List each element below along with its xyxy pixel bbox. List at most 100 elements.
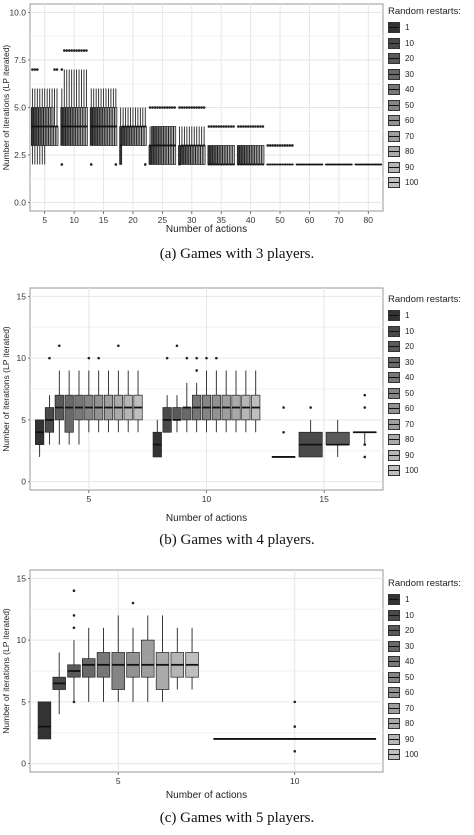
box-body — [141, 126, 145, 146]
outlier-point — [55, 68, 59, 71]
legend-item-50: 50 — [388, 98, 461, 114]
legend-label: 90 — [405, 734, 414, 744]
chart-panel-a: 0.0 2.5 5.0 7.5 10.0 5 10 15 20 25 30 35 40 50 60 70 80 N… — [0, 0, 474, 270]
box-10-restarts-70 — [77, 49, 81, 146]
legend-item-40: 40 — [388, 370, 461, 386]
y-tick-label: 15 — [17, 573, 27, 583]
box-5-restarts-40 — [74, 370, 84, 445]
box-10-restarts-70 — [221, 370, 231, 433]
outlier-point — [195, 106, 199, 109]
outlier-point — [286, 144, 289, 147]
box-5-restarts-90 — [123, 370, 133, 433]
x-tick-label: 35 — [216, 215, 226, 225]
legend-label: 70 — [405, 131, 414, 141]
box-body — [187, 145, 191, 165]
legend-label: 50 — [405, 100, 414, 110]
chart-panel-b: 0 5 10 15 5 10 15 Number of actions Number of it… — [0, 280, 474, 555]
box-30-restarts-100 — [202, 106, 206, 165]
box-20-restarts-30 — [126, 107, 130, 146]
box-40-restarts-10 — [239, 125, 243, 166]
legend-item-20: 20 — [388, 623, 461, 639]
box-body — [251, 145, 255, 165]
outlier-point — [60, 163, 64, 166]
box-body — [214, 145, 218, 165]
box-10-restarts-90 — [241, 370, 251, 433]
box-body — [195, 145, 199, 165]
outlier-point — [363, 393, 367, 397]
legend-swatch — [388, 671, 400, 683]
x-tick-label: 5 — [116, 776, 121, 786]
legend-item-90: 90 — [388, 448, 461, 464]
box-10-restarts-90 — [82, 49, 86, 146]
outlier-point — [210, 125, 213, 128]
legend-label: 20 — [405, 54, 414, 64]
outlier-point — [72, 626, 76, 630]
outlier-point — [148, 106, 152, 109]
legend-item-10: 10 — [388, 36, 461, 52]
outlier-point — [33, 68, 37, 71]
box-body — [241, 145, 245, 165]
box-body — [192, 145, 196, 165]
outlier-point — [165, 356, 169, 360]
box-body — [182, 407, 192, 421]
outlier-point — [75, 49, 78, 52]
legend-swatch — [388, 465, 400, 477]
chart-panel-c: 0 5 10 15 5 10 Number of actions Number of iter… — [0, 562, 474, 835]
y-tick-label: 5 — [21, 697, 26, 707]
box-5-restarts-100 — [55, 68, 59, 146]
legend-item-80: 80 — [388, 432, 461, 448]
x-tick-label: 10 — [202, 494, 212, 504]
outlier-point — [363, 443, 367, 446]
box-10-restarts-60 — [211, 356, 221, 433]
y-tick-label: 5 — [21, 415, 26, 425]
legend-item-80: 80 — [388, 144, 461, 160]
legend-label: 50 — [405, 672, 414, 682]
legend-swatch — [388, 356, 400, 368]
outlier-point — [261, 125, 265, 128]
legend-swatch — [388, 718, 400, 730]
box-body — [256, 145, 260, 165]
box-10-restarts-30 — [182, 356, 192, 433]
legend-swatch — [388, 22, 400, 34]
box-10-restarts-1 — [60, 68, 64, 166]
box-body — [261, 145, 265, 165]
outlier-point — [215, 356, 218, 360]
outlier-point — [256, 125, 260, 128]
outlier-point — [282, 406, 285, 409]
box-5-restarts-100 — [185, 627, 199, 690]
outlier-point — [87, 356, 91, 360]
legend-label: 30 — [405, 357, 414, 367]
box-5-restarts-10 — [44, 356, 55, 445]
caption-b: (b) Games with 4 players. — [159, 532, 315, 548]
outlier-point — [202, 106, 206, 109]
outlier-point — [205, 356, 208, 360]
box-15-restarts-10 — [298, 406, 323, 458]
box-body — [209, 145, 213, 165]
box-15-restarts-100 — [114, 88, 118, 166]
legend-item-40: 40 — [388, 654, 461, 670]
legend-item-80: 80 — [388, 716, 461, 732]
outlier-point — [114, 163, 118, 166]
legend-item-30: 30 — [388, 639, 461, 655]
legend-item-60: 60 — [388, 685, 461, 701]
outlier-point — [70, 49, 73, 52]
legend-items: 1 10 20 30 40 50 60 70 80 90 100 — [388, 20, 461, 191]
box-20-restarts-70 — [136, 107, 140, 146]
legend-item-50: 50 — [388, 386, 461, 402]
outlier-point — [67, 49, 71, 52]
outlier-point — [197, 106, 201, 109]
box-body — [190, 145, 194, 165]
box-body — [246, 145, 250, 165]
box-body — [129, 126, 132, 146]
legend-swatch — [388, 403, 400, 415]
legend-swatch — [388, 310, 400, 322]
y-tick-label: 0 — [21, 759, 26, 769]
outlier-point — [165, 106, 169, 109]
box-30-restarts-10 — [180, 106, 184, 165]
legend-items: 1 10 20 30 40 50 60 70 80 90 100 — [388, 592, 461, 763]
legend-label: 10 — [405, 326, 414, 336]
box-25-restarts-100 — [173, 106, 177, 165]
box-10-restarts-50 — [201, 356, 212, 433]
box-body — [207, 145, 211, 165]
box-body — [121, 126, 125, 146]
